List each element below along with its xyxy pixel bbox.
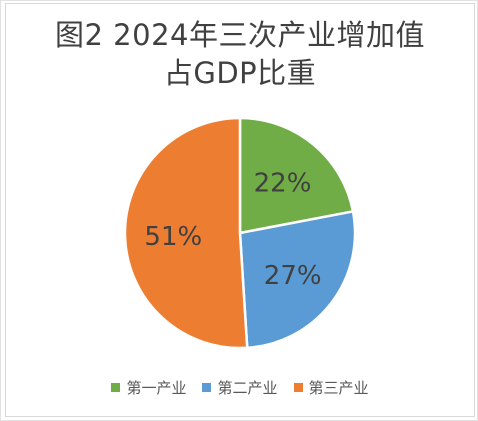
chart-area[interactable]: 图2 2024年三次产业增加值 占GDP比重 22% 27% 51% 第一产业 第二… <box>5 3 475 417</box>
data-label: 22% <box>254 169 312 199</box>
pie-slice-secondary-industry[interactable] <box>238 209 357 350</box>
legend-swatch <box>293 382 303 392</box>
pie-slice-tertiary-industry[interactable] <box>123 116 249 350</box>
chart-title: 图2 2024年三次产业增加值 占GDP比重 <box>6 16 474 92</box>
legend: 第一产业 第二产业 第三产业 <box>6 375 474 399</box>
data-label: 51% <box>144 222 202 252</box>
legend-item-tertiary-industry: 第三产业 <box>293 377 369 398</box>
legend-swatch <box>202 382 212 392</box>
legend-item-primary-industry: 第一产业 <box>111 377 186 398</box>
legend-swatch <box>111 382 121 392</box>
pie-chart: 22% 27% 51% <box>123 116 357 350</box>
legend-label: 第一产业 <box>126 378 187 397</box>
legend-label: 第三产业 <box>308 378 369 397</box>
chart-title-line-2: 占GDP比重 <box>163 56 317 90</box>
sheet-gridline <box>0 0 1 421</box>
data-label: 27% <box>264 261 322 291</box>
sheet-gridline <box>0 0 478 1</box>
legend-item-secondary-industry: 第二产业 <box>202 377 278 398</box>
legend-label: 第二产业 <box>217 378 278 397</box>
chart-title-line-1: 图2 2024年三次产业增加值 <box>55 18 425 52</box>
pie-slice-primary-industry[interactable] <box>238 116 355 235</box>
